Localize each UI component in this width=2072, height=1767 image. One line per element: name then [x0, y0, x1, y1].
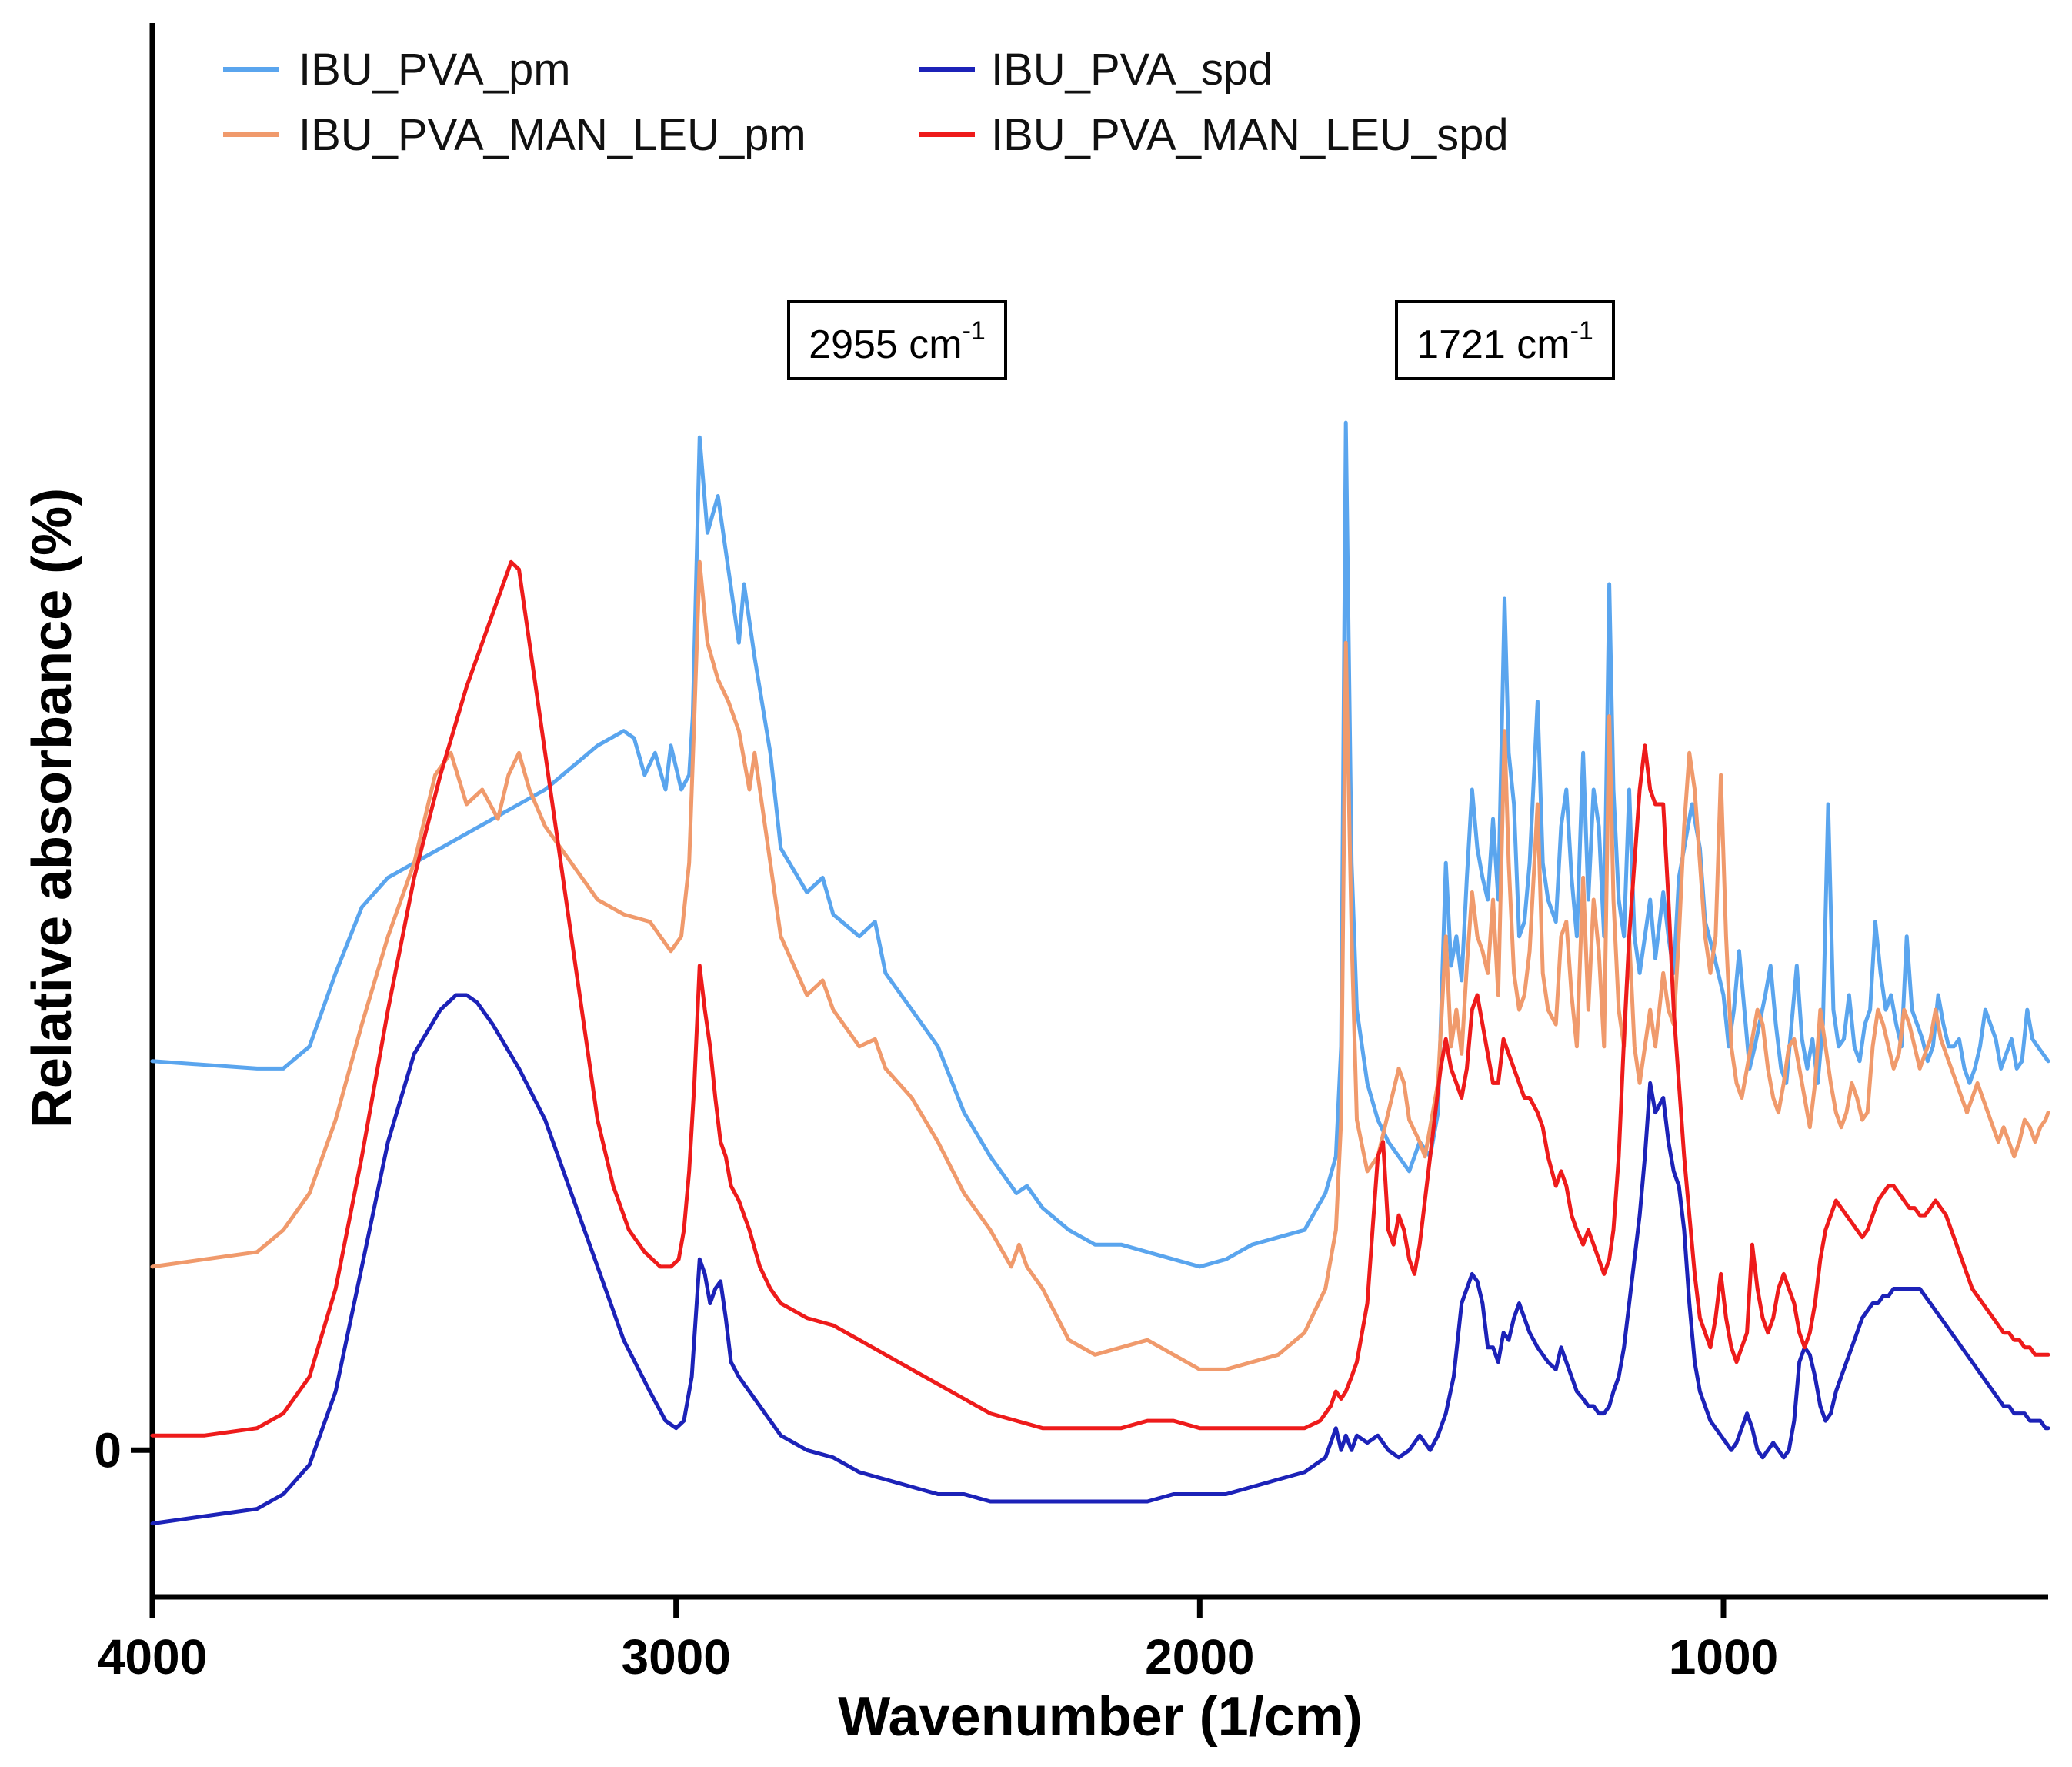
series-line-ibu-pva-pm — [150, 420, 2050, 1269]
annotation-label-1721: 1721 cm-1 — [1416, 316, 1593, 367]
series-lines — [150, 420, 2050, 1526]
legend-label-ibu-pva-man-leu-pm: IBU_PVA_MAN_LEU_pm — [299, 110, 806, 160]
legend-label-ibu-pva-man-leu-spd: IBU_PVA_MAN_LEU_spd — [991, 110, 1509, 160]
y-axis-title: Relative absorbance (%) — [22, 488, 83, 1128]
annotation-2955: 2955 cm-1 — [787, 300, 1007, 380]
legend-label-ibu-pva-spd: IBU_PVA_spd — [991, 45, 1273, 95]
legend-item-ibu-pva-spd: IBU_PVA_spd — [919, 45, 1273, 95]
series-line-ibu-pva-man-leu-pm — [150, 559, 2050, 1371]
legend-label-ibu-pva-pm: IBU_PVA_pm — [299, 45, 571, 95]
x-tick-label-2000: 2000 — [1145, 1629, 1254, 1685]
legend-item-ibu-pva-man-leu-pm: IBU_PVA_MAN_LEU_pm — [223, 110, 806, 160]
y-axis-ticks: 0 — [94, 1422, 152, 1478]
x-tick-label-4000: 4000 — [98, 1629, 207, 1685]
legend: IBU_PVA_pm IBU_PVA_MAN_LEU_pm IBU_PVA_sp… — [223, 45, 1509, 160]
y-tick-label-0: 0 — [94, 1422, 122, 1478]
annotation-1721: 1721 cm-1 — [1395, 300, 1615, 380]
x-tick-label-1000: 1000 — [1669, 1629, 1778, 1685]
annotation-box-2955 — [787, 300, 1007, 380]
legend-item-ibu-pva-pm: IBU_PVA_pm — [223, 45, 571, 95]
legend-item-ibu-pva-man-leu-spd: IBU_PVA_MAN_LEU_spd — [919, 110, 1509, 160]
series-line-ibu-pva-spd — [150, 993, 2050, 1526]
annotation-label-2955: 2955 cm-1 — [809, 316, 986, 367]
x-axis-title: Wavenumber (1/cm) — [838, 1686, 1363, 1748]
x-axis-ticks: 4000 3000 2000 1000 — [98, 1597, 1778, 1685]
x-tick-label-3000: 3000 — [621, 1629, 730, 1685]
series-line-ibu-pva-man-leu-spd — [150, 559, 2050, 1438]
annotation-box-1721 — [1395, 300, 1615, 380]
